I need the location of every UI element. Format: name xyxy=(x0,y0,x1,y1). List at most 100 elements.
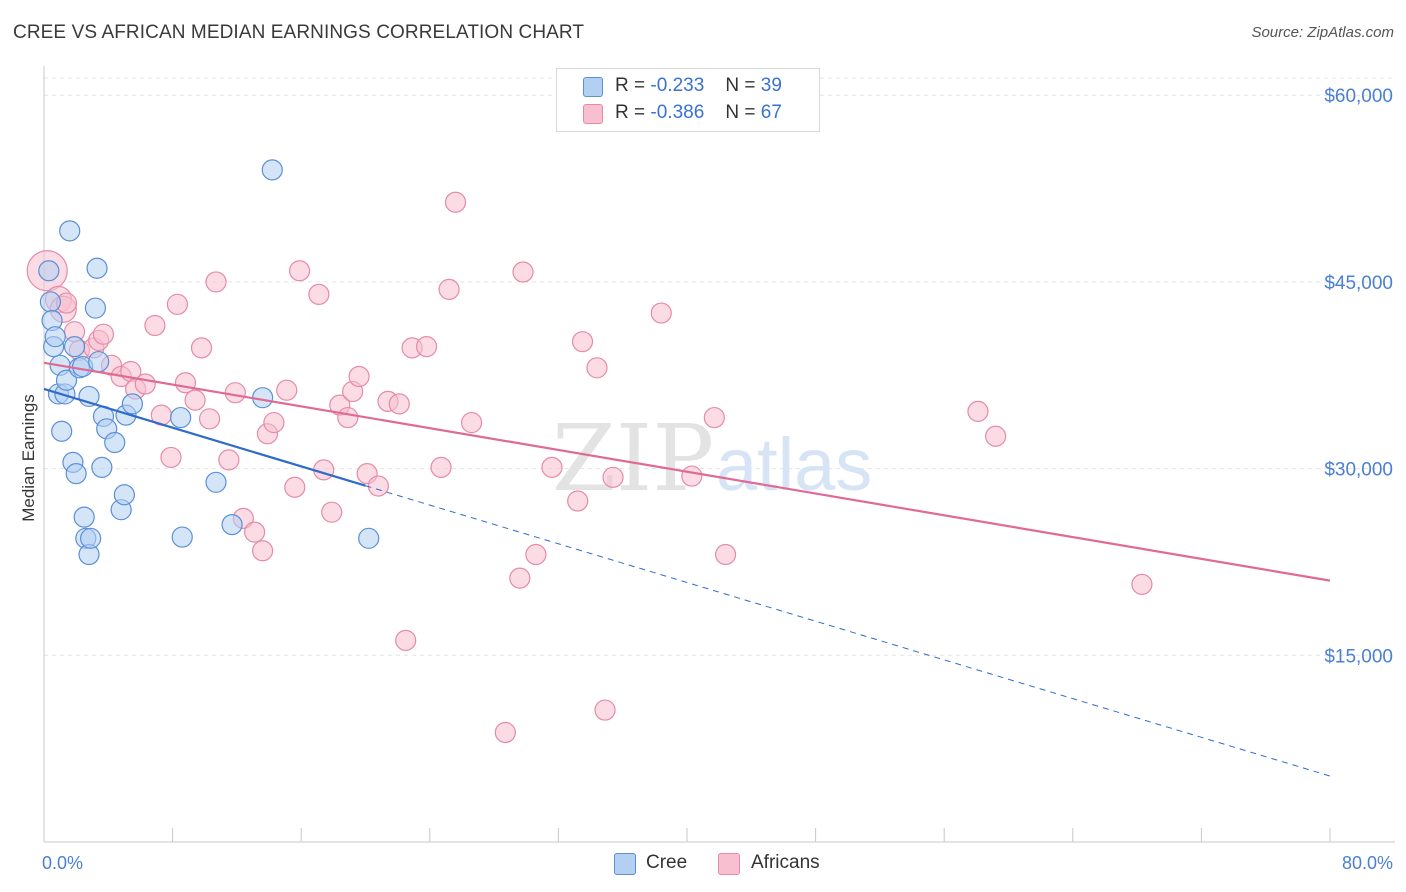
africans-point xyxy=(438,278,460,300)
bottom-legend-africans: Africans xyxy=(718,851,838,877)
legend-r-value: -0.233 xyxy=(650,75,705,96)
africans-point xyxy=(509,567,531,589)
bottom-legend-cree: Cree xyxy=(614,851,714,877)
africans-point xyxy=(144,314,166,337)
watermark-atlas: atlas xyxy=(716,423,872,506)
bottom-legend-label-africans: Africans xyxy=(751,852,820,873)
cree-point xyxy=(80,527,102,549)
africans-point xyxy=(184,389,206,411)
africans-point xyxy=(460,411,483,434)
africans-point xyxy=(134,373,156,395)
y-tick-label: $45,000 xyxy=(1324,273,1393,294)
legend-swatch-cree xyxy=(583,77,603,97)
y-tick-label: $60,000 xyxy=(1324,86,1393,107)
legend-swatch-africans xyxy=(583,104,603,124)
africans-point xyxy=(205,271,227,293)
africans-point xyxy=(444,191,467,213)
africans-point xyxy=(512,261,534,283)
chart-title: CREE VS AFRICAN MEDIAN EARNINGS CORRELAT… xyxy=(13,22,585,43)
cree-point xyxy=(261,159,283,181)
cree-point xyxy=(44,326,66,348)
africans-point xyxy=(337,406,359,429)
watermark: ZIP atlas xyxy=(552,405,872,512)
africans-point xyxy=(224,382,246,404)
africans-point xyxy=(594,699,616,721)
africans-point xyxy=(567,490,589,512)
africans-point xyxy=(1131,573,1153,595)
cree-point xyxy=(113,484,135,506)
africans-point xyxy=(602,466,624,488)
source-label: Source: ZipAtlas.com xyxy=(1251,24,1394,41)
legend-r-label: R = xyxy=(615,75,646,96)
cree-point xyxy=(65,462,87,485)
bottom-legend-swatch-africans xyxy=(718,853,740,875)
cree-point xyxy=(170,406,192,429)
africans-point xyxy=(92,323,115,345)
cree-point xyxy=(358,527,380,549)
cree-point xyxy=(63,336,86,358)
cree-point xyxy=(55,369,78,391)
africans-point xyxy=(967,400,989,422)
africans-point xyxy=(218,449,240,471)
africans-point xyxy=(681,465,703,487)
cree-point xyxy=(59,220,81,242)
y-tick-label: $30,000 xyxy=(1324,460,1393,481)
grid-lines xyxy=(44,77,1395,656)
africans-point xyxy=(252,540,274,562)
africans-point xyxy=(166,293,189,315)
africans-point xyxy=(308,283,330,305)
cree-point xyxy=(38,260,60,282)
tick-labels: $15,000 $30,000 $45,000 $60,000 0.0% 80.0% xyxy=(42,86,1393,873)
cree-point xyxy=(171,526,193,548)
cree-point xyxy=(86,257,108,279)
africans-point xyxy=(415,336,438,358)
bottom-legend-label-cree: Cree xyxy=(646,852,688,873)
cree-point xyxy=(39,291,62,313)
africans-point xyxy=(276,379,298,401)
stats-legend: R = -0.233 N = 39 R = -0.386 N = 67 xyxy=(556,68,820,132)
y-tick-label: $15,000 xyxy=(1324,646,1393,667)
africans-point xyxy=(388,393,410,415)
africans-point xyxy=(430,456,452,478)
cree-point xyxy=(84,297,107,319)
africans-point xyxy=(586,357,608,379)
axes xyxy=(43,66,1395,843)
africans-point xyxy=(494,721,516,744)
africans-point xyxy=(985,425,1007,447)
africans-point xyxy=(160,446,182,469)
africans-point xyxy=(367,475,389,497)
cree-point xyxy=(51,420,73,442)
africans-point xyxy=(190,337,213,359)
cree-trend-extension xyxy=(365,485,1331,777)
legend-n-value: 67 xyxy=(760,102,782,123)
africans-point xyxy=(243,521,266,543)
africans-point xyxy=(174,372,197,394)
africans-point xyxy=(650,302,672,324)
legend-n-label: N = xyxy=(725,75,756,96)
africans-point xyxy=(395,629,417,651)
x-tick-label: 80.0% xyxy=(1342,853,1393,873)
africans-point xyxy=(714,543,737,566)
africans-point xyxy=(525,543,547,566)
africans-point xyxy=(321,501,343,523)
africans-point xyxy=(703,406,725,429)
africans-point xyxy=(284,476,306,498)
legend-r-label: R = xyxy=(615,102,646,123)
africans-trend-line xyxy=(43,361,1331,582)
africans-point xyxy=(198,408,221,430)
africans-point xyxy=(348,365,370,388)
trend-lines xyxy=(43,361,1331,777)
cree-point xyxy=(104,431,126,454)
cree-point xyxy=(73,506,95,528)
cree-point xyxy=(88,350,110,373)
legend-n-value: 39 xyxy=(760,75,782,96)
cree-point xyxy=(121,393,144,415)
cree-point xyxy=(205,471,227,493)
x-tick-label: 0.0% xyxy=(42,853,83,873)
africans-point xyxy=(288,260,311,282)
africans-point xyxy=(263,411,285,434)
legend-n-label: N = xyxy=(725,102,756,123)
africans-point xyxy=(313,459,335,481)
cree-point xyxy=(221,514,243,536)
